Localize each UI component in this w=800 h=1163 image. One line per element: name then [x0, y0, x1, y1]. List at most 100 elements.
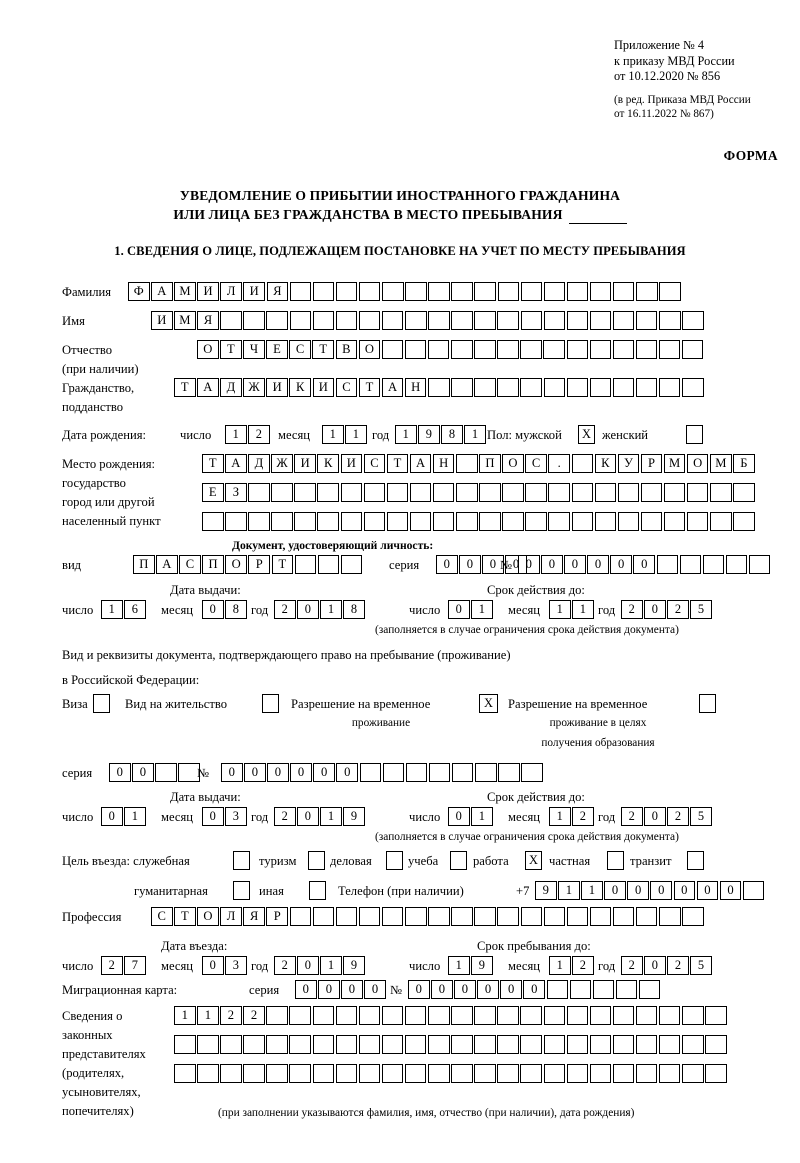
- char-cell[interactable]: П: [479, 454, 501, 473]
- char-cell[interactable]: [638, 980, 661, 999]
- char-cell[interactable]: 1: [581, 881, 603, 900]
- char-cell[interactable]: С: [179, 555, 201, 574]
- digit-cell[interactable]: 1: [101, 600, 123, 619]
- char-cell[interactable]: Б: [733, 454, 755, 473]
- char-cell[interactable]: Ж: [243, 378, 265, 397]
- char-cell[interactable]: [220, 311, 242, 330]
- char-cell[interactable]: [271, 483, 293, 502]
- digit-cell[interactable]: 1: [395, 425, 417, 444]
- char-cell[interactable]: [404, 340, 427, 359]
- char-cell[interactable]: [289, 1064, 311, 1083]
- char-cell[interactable]: А: [381, 378, 404, 397]
- char-cell[interactable]: А: [225, 454, 247, 473]
- char-cell[interactable]: [589, 311, 612, 330]
- digit-cell[interactable]: 1: [549, 807, 571, 826]
- char-cell[interactable]: [635, 907, 658, 926]
- char-cell[interactable]: [520, 1006, 542, 1025]
- char-cell[interactable]: [612, 378, 635, 397]
- char-cell[interactable]: [566, 282, 589, 301]
- char-cell[interactable]: 0: [564, 555, 586, 574]
- digit-cell[interactable]: 2: [274, 600, 296, 619]
- char-cell[interactable]: [474, 378, 496, 397]
- char-cell[interactable]: [663, 483, 686, 502]
- char-cell[interactable]: [659, 907, 681, 926]
- char-cell[interactable]: [317, 555, 340, 574]
- char-cell[interactable]: Т: [220, 340, 242, 359]
- char-cell[interactable]: [686, 483, 709, 502]
- char-cell[interactable]: М: [174, 282, 196, 301]
- char-cell[interactable]: А: [197, 378, 219, 397]
- char-cell[interactable]: [404, 1064, 427, 1083]
- char-cell[interactable]: [405, 282, 427, 301]
- char-cell[interactable]: [543, 311, 566, 330]
- char-cell[interactable]: [428, 763, 451, 782]
- char-cell[interactable]: 0: [336, 763, 358, 782]
- char-cell[interactable]: [733, 483, 755, 502]
- char-cell[interactable]: [635, 1006, 658, 1025]
- checkbox-purpose-tourism[interactable]: [308, 851, 325, 870]
- char-cell[interactable]: [335, 907, 358, 926]
- char-cell[interactable]: [589, 907, 612, 926]
- char-cell[interactable]: [679, 555, 702, 574]
- char-cell[interactable]: [635, 378, 658, 397]
- char-cell[interactable]: [571, 512, 593, 531]
- digit-cell[interactable]: 0: [297, 956, 319, 975]
- char-cell[interactable]: О: [358, 340, 381, 359]
- char-cell[interactable]: [612, 282, 635, 301]
- checkbox-residence-permit[interactable]: [262, 694, 279, 713]
- char-cell[interactable]: 2: [220, 1006, 242, 1025]
- char-cell[interactable]: [569, 980, 592, 999]
- char-cell[interactable]: Д: [220, 378, 242, 397]
- char-cell[interactable]: Р: [640, 454, 663, 473]
- char-cell[interactable]: [548, 483, 570, 502]
- char-cell[interactable]: [748, 555, 771, 574]
- char-cell[interactable]: [381, 1064, 404, 1083]
- char-cell[interactable]: А: [156, 555, 178, 574]
- char-cell[interactable]: [409, 483, 432, 502]
- field-reps-row-3[interactable]: [174, 1064, 727, 1083]
- char-cell[interactable]: [456, 454, 478, 473]
- checkbox-purpose-humanitarian[interactable]: [233, 881, 250, 900]
- char-cell[interactable]: [248, 512, 270, 531]
- char-cell[interactable]: [382, 763, 405, 782]
- char-cell[interactable]: [543, 1006, 565, 1025]
- checkbox-purpose-other[interactable]: [309, 881, 326, 900]
- char-cell[interactable]: [682, 1035, 704, 1054]
- checkbox-visa[interactable]: [93, 694, 110, 713]
- char-cell[interactable]: Т: [386, 454, 409, 473]
- digit-cell[interactable]: 0: [202, 956, 224, 975]
- char-cell[interactable]: [658, 1064, 681, 1083]
- char-cell[interactable]: Я: [266, 282, 289, 301]
- char-cell[interactable]: [520, 378, 542, 397]
- char-cell[interactable]: [615, 980, 638, 999]
- char-cell[interactable]: О: [686, 454, 709, 473]
- char-cell[interactable]: [681, 340, 704, 359]
- char-cell[interactable]: [589, 378, 612, 397]
- char-cell[interactable]: [742, 881, 765, 900]
- char-cell[interactable]: [566, 1064, 589, 1083]
- char-cell[interactable]: [266, 311, 288, 330]
- char-cell[interactable]: 0: [109, 763, 131, 782]
- char-cell[interactable]: [705, 1064, 727, 1083]
- char-cell[interactable]: [382, 282, 404, 301]
- char-cell[interactable]: [428, 1064, 450, 1083]
- char-cell[interactable]: Н: [432, 454, 455, 473]
- char-cell[interactable]: [474, 311, 496, 330]
- char-cell[interactable]: П: [133, 555, 155, 574]
- digit-cell[interactable]: 2: [572, 807, 594, 826]
- char-cell[interactable]: [592, 980, 615, 999]
- char-cell[interactable]: 0: [318, 980, 340, 999]
- char-cell[interactable]: [335, 1064, 358, 1083]
- char-cell[interactable]: [335, 1006, 358, 1025]
